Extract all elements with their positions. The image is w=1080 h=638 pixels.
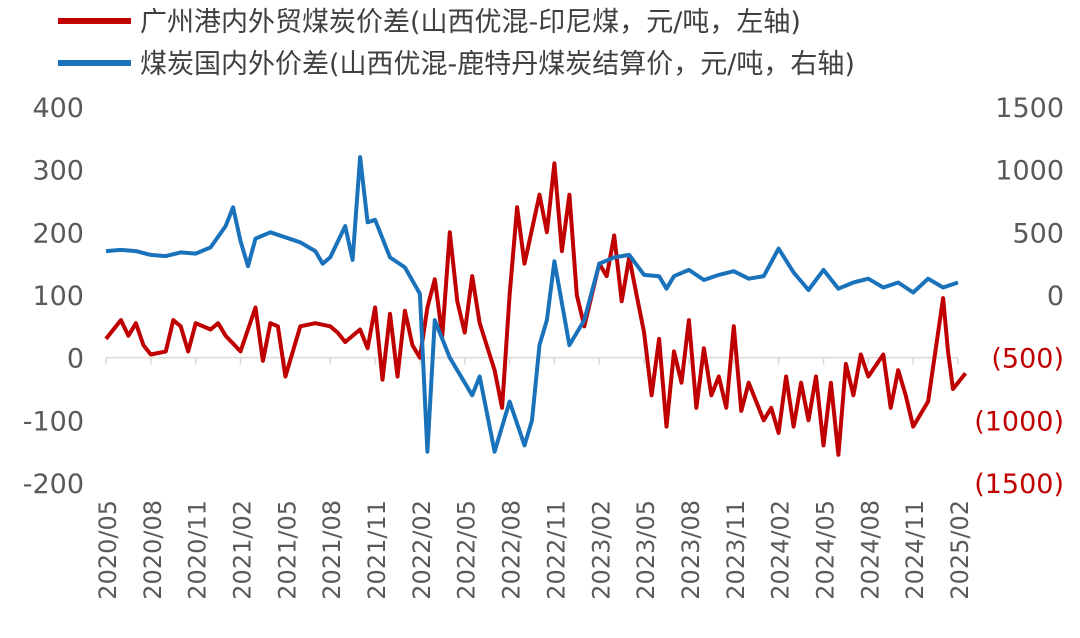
x-axis-tick-label: 2024/02	[767, 500, 795, 600]
left-axis-tick-label: 300	[32, 156, 84, 187]
right-axis-tick-label: 500	[1012, 218, 1064, 249]
legend-label-guangzhou-spread: 广州港内外贸煤炭价差(山西优混-印尼煤，元/吨，左轴)	[140, 7, 801, 38]
x-axis-tick-label: 2023/11	[722, 500, 750, 600]
x-axis-tick-label: 2024/08	[856, 500, 884, 600]
legend: 广州港内外贸煤炭价差(山西优混-印尼煤，元/吨，左轴) 煤炭国内外价差(山西优混…	[58, 7, 855, 80]
left-axis-tick-label: -200	[23, 469, 84, 500]
x-axis-tick-label: 2023/05	[632, 500, 660, 600]
x-axis-tick-label: 2021/02	[229, 500, 257, 600]
left-axis-tick-label: 200	[32, 218, 84, 249]
left-axis-tick-label: 0	[67, 344, 84, 375]
series-layer	[104, 155, 968, 457]
right-axis-tick-label: 1000	[995, 156, 1064, 187]
axes: -200 -100 0 100 200 300 400 (1500) (1000) (500) 0 5…	[23, 93, 1064, 600]
x-axis-tick-label: 2021/11	[363, 500, 391, 600]
x-axis-tick-label: 2020/08	[139, 500, 167, 600]
x-axis-tick-label: 2021/08	[318, 500, 346, 600]
x-axis-tick-label: 2025/02	[946, 500, 974, 600]
x-axis-tick-label: 2022/11	[542, 500, 570, 600]
x-axis-tick-label: 2021/05	[273, 500, 301, 600]
x-axis-tick-label: 2023/02	[587, 500, 615, 600]
right-axis-tick-label: 1500	[995, 93, 1064, 124]
left-axis-tick-label: 100	[32, 281, 84, 312]
right-axis-tick-label: (1500)	[974, 469, 1064, 500]
series-line-domestic-foreign-spread	[105, 155, 959, 454]
x-axis-tick-label: 2022/02	[408, 500, 436, 600]
x-axis-tick-label: 2024/05	[811, 500, 839, 600]
left-axis-tick-label: 400	[32, 93, 84, 124]
x-axis-tick-label: 2022/08	[498, 500, 526, 600]
legend-label-domestic-foreign-spread: 煤炭国内外价差(山西优混-鹿特丹煤炭结算价，元/吨，右轴)	[140, 49, 855, 80]
x-axis-tick-label: 2020/11	[184, 500, 212, 600]
x-axis-tick-label: 2022/05	[453, 500, 481, 600]
right-axis-tick-label: (1000)	[974, 406, 1064, 437]
left-axis-tick-label: -100	[23, 406, 84, 437]
right-axis-tick-label: 0	[1047, 281, 1064, 312]
x-axis-tick-label: 2020/05	[94, 500, 122, 600]
x-axis-tick-label: 2023/08	[677, 500, 705, 600]
right-axis-tick-label: (500)	[991, 344, 1064, 375]
x-axis-tick-label: 2024/11	[901, 500, 929, 600]
